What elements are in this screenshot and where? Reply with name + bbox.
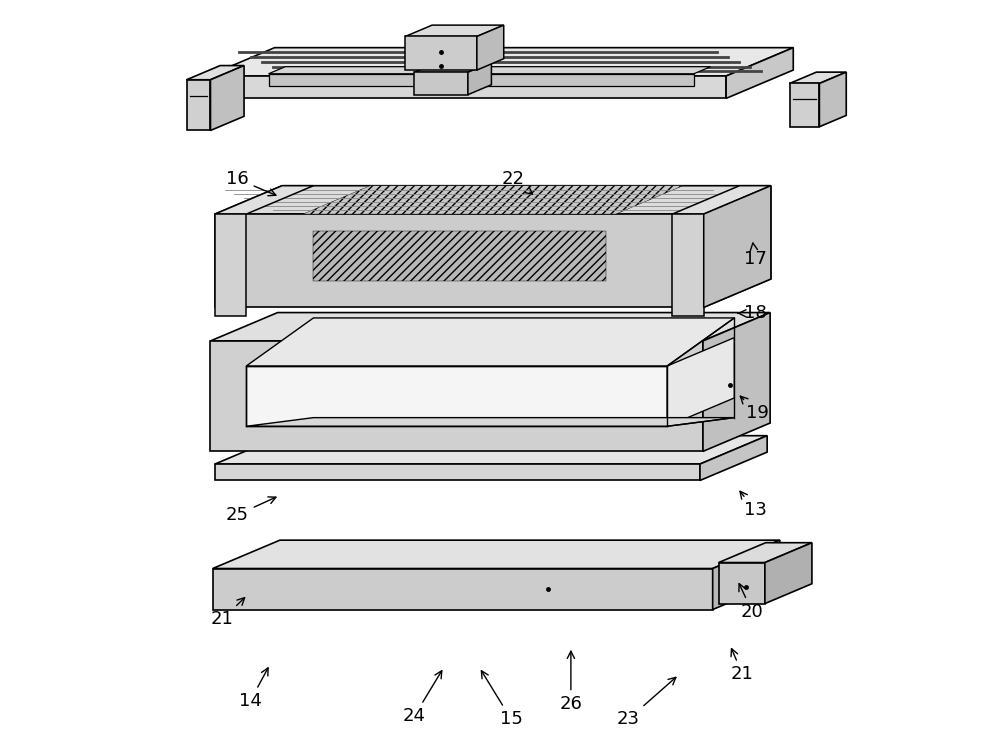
Polygon shape (210, 341, 703, 452)
Polygon shape (667, 338, 734, 426)
Polygon shape (215, 186, 771, 214)
Text: 18: 18 (738, 304, 767, 322)
Polygon shape (704, 186, 771, 307)
Text: 19: 19 (740, 396, 769, 422)
Text: 26: 26 (559, 651, 582, 713)
Polygon shape (207, 48, 793, 76)
Polygon shape (765, 543, 812, 604)
Polygon shape (719, 543, 812, 562)
Polygon shape (187, 66, 244, 79)
Text: 23: 23 (617, 677, 676, 728)
Text: 16: 16 (226, 170, 276, 195)
Polygon shape (269, 67, 711, 73)
Polygon shape (405, 25, 504, 37)
Polygon shape (246, 318, 734, 366)
Polygon shape (215, 436, 767, 464)
Polygon shape (269, 73, 694, 85)
Polygon shape (246, 418, 734, 426)
Polygon shape (215, 214, 704, 307)
Polygon shape (790, 83, 819, 127)
Polygon shape (819, 72, 846, 127)
Polygon shape (704, 186, 771, 307)
Polygon shape (703, 312, 770, 452)
Polygon shape (405, 37, 477, 70)
Polygon shape (213, 568, 713, 610)
Polygon shape (414, 62, 491, 73)
Polygon shape (700, 436, 767, 480)
Polygon shape (187, 79, 210, 130)
Text: 15: 15 (481, 670, 523, 728)
Polygon shape (210, 312, 770, 341)
Polygon shape (414, 73, 468, 94)
Polygon shape (468, 62, 491, 94)
Text: 25: 25 (226, 497, 276, 524)
Polygon shape (246, 366, 667, 426)
Polygon shape (477, 25, 504, 70)
Text: 13: 13 (740, 491, 767, 519)
Text: 17: 17 (744, 243, 767, 268)
Polygon shape (215, 214, 246, 316)
Text: 24: 24 (403, 670, 442, 725)
Polygon shape (215, 186, 313, 214)
Polygon shape (790, 72, 846, 83)
Text: 22: 22 (502, 170, 532, 194)
Text: 20: 20 (739, 583, 764, 621)
Polygon shape (215, 464, 700, 480)
Polygon shape (213, 540, 780, 568)
Text: 14: 14 (239, 668, 268, 710)
Polygon shape (210, 66, 244, 130)
Polygon shape (313, 231, 606, 281)
Polygon shape (713, 540, 780, 610)
Text: 21: 21 (731, 649, 754, 684)
Polygon shape (672, 186, 771, 214)
Polygon shape (672, 214, 704, 316)
Polygon shape (303, 186, 683, 214)
Polygon shape (726, 48, 793, 98)
Text: 21: 21 (211, 598, 245, 628)
Polygon shape (719, 562, 765, 604)
Polygon shape (207, 76, 726, 98)
